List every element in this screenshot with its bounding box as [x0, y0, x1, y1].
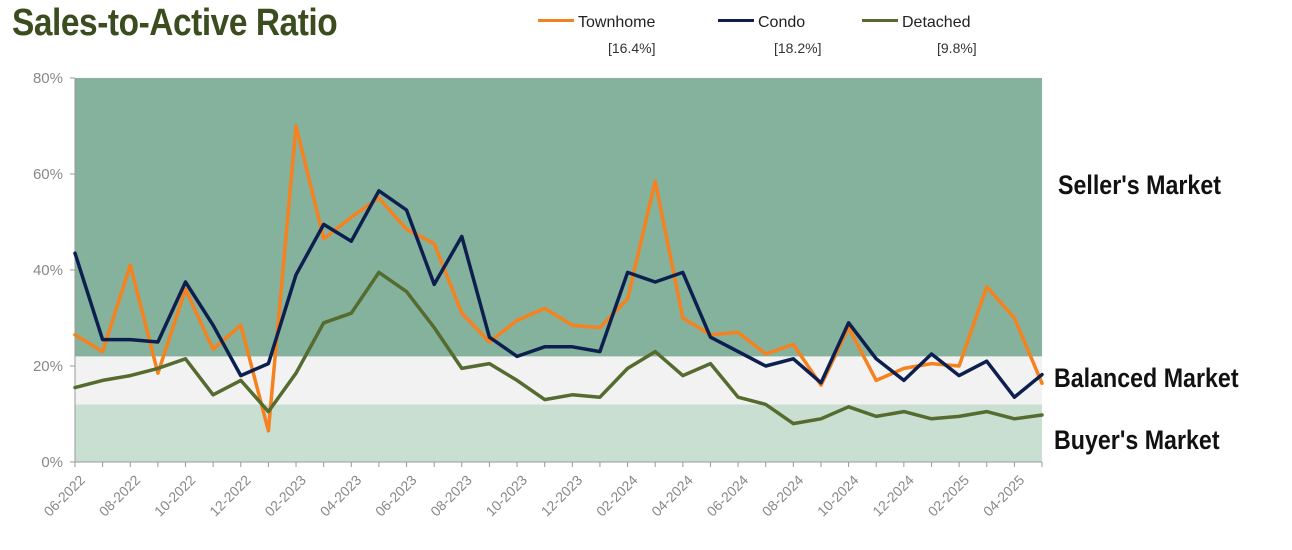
legend-item-condo: Condo [18.2%]	[718, 14, 821, 56]
seller-zone	[75, 78, 1042, 357]
buyer-market-label: Buyer's Market	[1054, 425, 1220, 455]
x-tick-label: 10-2023	[482, 472, 530, 520]
x-tick-label: 06-2023	[372, 472, 420, 520]
legend-value-townhome: [16.4%]	[608, 40, 656, 56]
x-tick-label: 02-2023	[261, 472, 309, 520]
market-zones	[75, 78, 1042, 462]
x-tick-label: 08-2024	[759, 472, 807, 520]
x-tick-label: 02-2025	[925, 472, 973, 520]
legend-label-condo: Condo	[758, 14, 806, 31]
x-tick-label: 04-2023	[317, 472, 365, 520]
x-tick-label: 02-2024	[593, 472, 641, 520]
x-tick-label: 10-2024	[814, 472, 862, 520]
legend-swatch-condo	[718, 19, 754, 23]
series-line-townhome	[73, 124, 1044, 433]
legend-swatch-detached	[862, 19, 898, 23]
y-tick-label: 60%	[33, 166, 63, 183]
legend-value-detached: [9.8%]	[937, 40, 977, 56]
series-line-condo	[73, 189, 1044, 399]
x-tick-label: 06-2024	[703, 472, 751, 520]
balanced-market-label: Balanced Market	[1054, 363, 1239, 393]
legend-label-detached: Detached	[902, 14, 971, 31]
x-tick-label: 04-2024	[648, 472, 696, 520]
y-tick-label: 20%	[33, 358, 63, 375]
x-tick-label: 10-2022	[151, 472, 199, 520]
series-lines	[73, 124, 1044, 433]
x-tick-label: 12-2022	[206, 472, 254, 520]
legend-item-townhome: Townhome [16.4%]	[538, 14, 656, 56]
x-tick-label: 06-2022	[40, 472, 88, 520]
legend-value-condo: [18.2%]	[774, 40, 822, 56]
legend-swatch-townhome	[538, 19, 574, 23]
legend: Townhome [16.4%] Condo [18.2%] Detached …	[0, 14, 1292, 64]
legend-item-detached: Detached [9.8%]	[862, 14, 977, 56]
legend-label-townhome: Townhome	[578, 14, 656, 31]
x-tick-label: 04-2025	[980, 472, 1028, 520]
y-tick-label: 40%	[33, 262, 63, 279]
x-tick-label: 12-2023	[538, 472, 586, 520]
series-line-detached	[73, 270, 1044, 426]
y-tick-label: 80%	[33, 70, 63, 87]
y-tick-label: 0%	[41, 454, 63, 471]
seller-market-label: Seller's Market	[1058, 170, 1221, 200]
chart-title: Sales-to-Active Ratio	[12, 2, 338, 44]
x-tick-label: 12-2024	[869, 472, 917, 520]
x-tick-label: 08-2022	[96, 472, 144, 520]
x-tick-label: 08-2023	[427, 472, 475, 520]
